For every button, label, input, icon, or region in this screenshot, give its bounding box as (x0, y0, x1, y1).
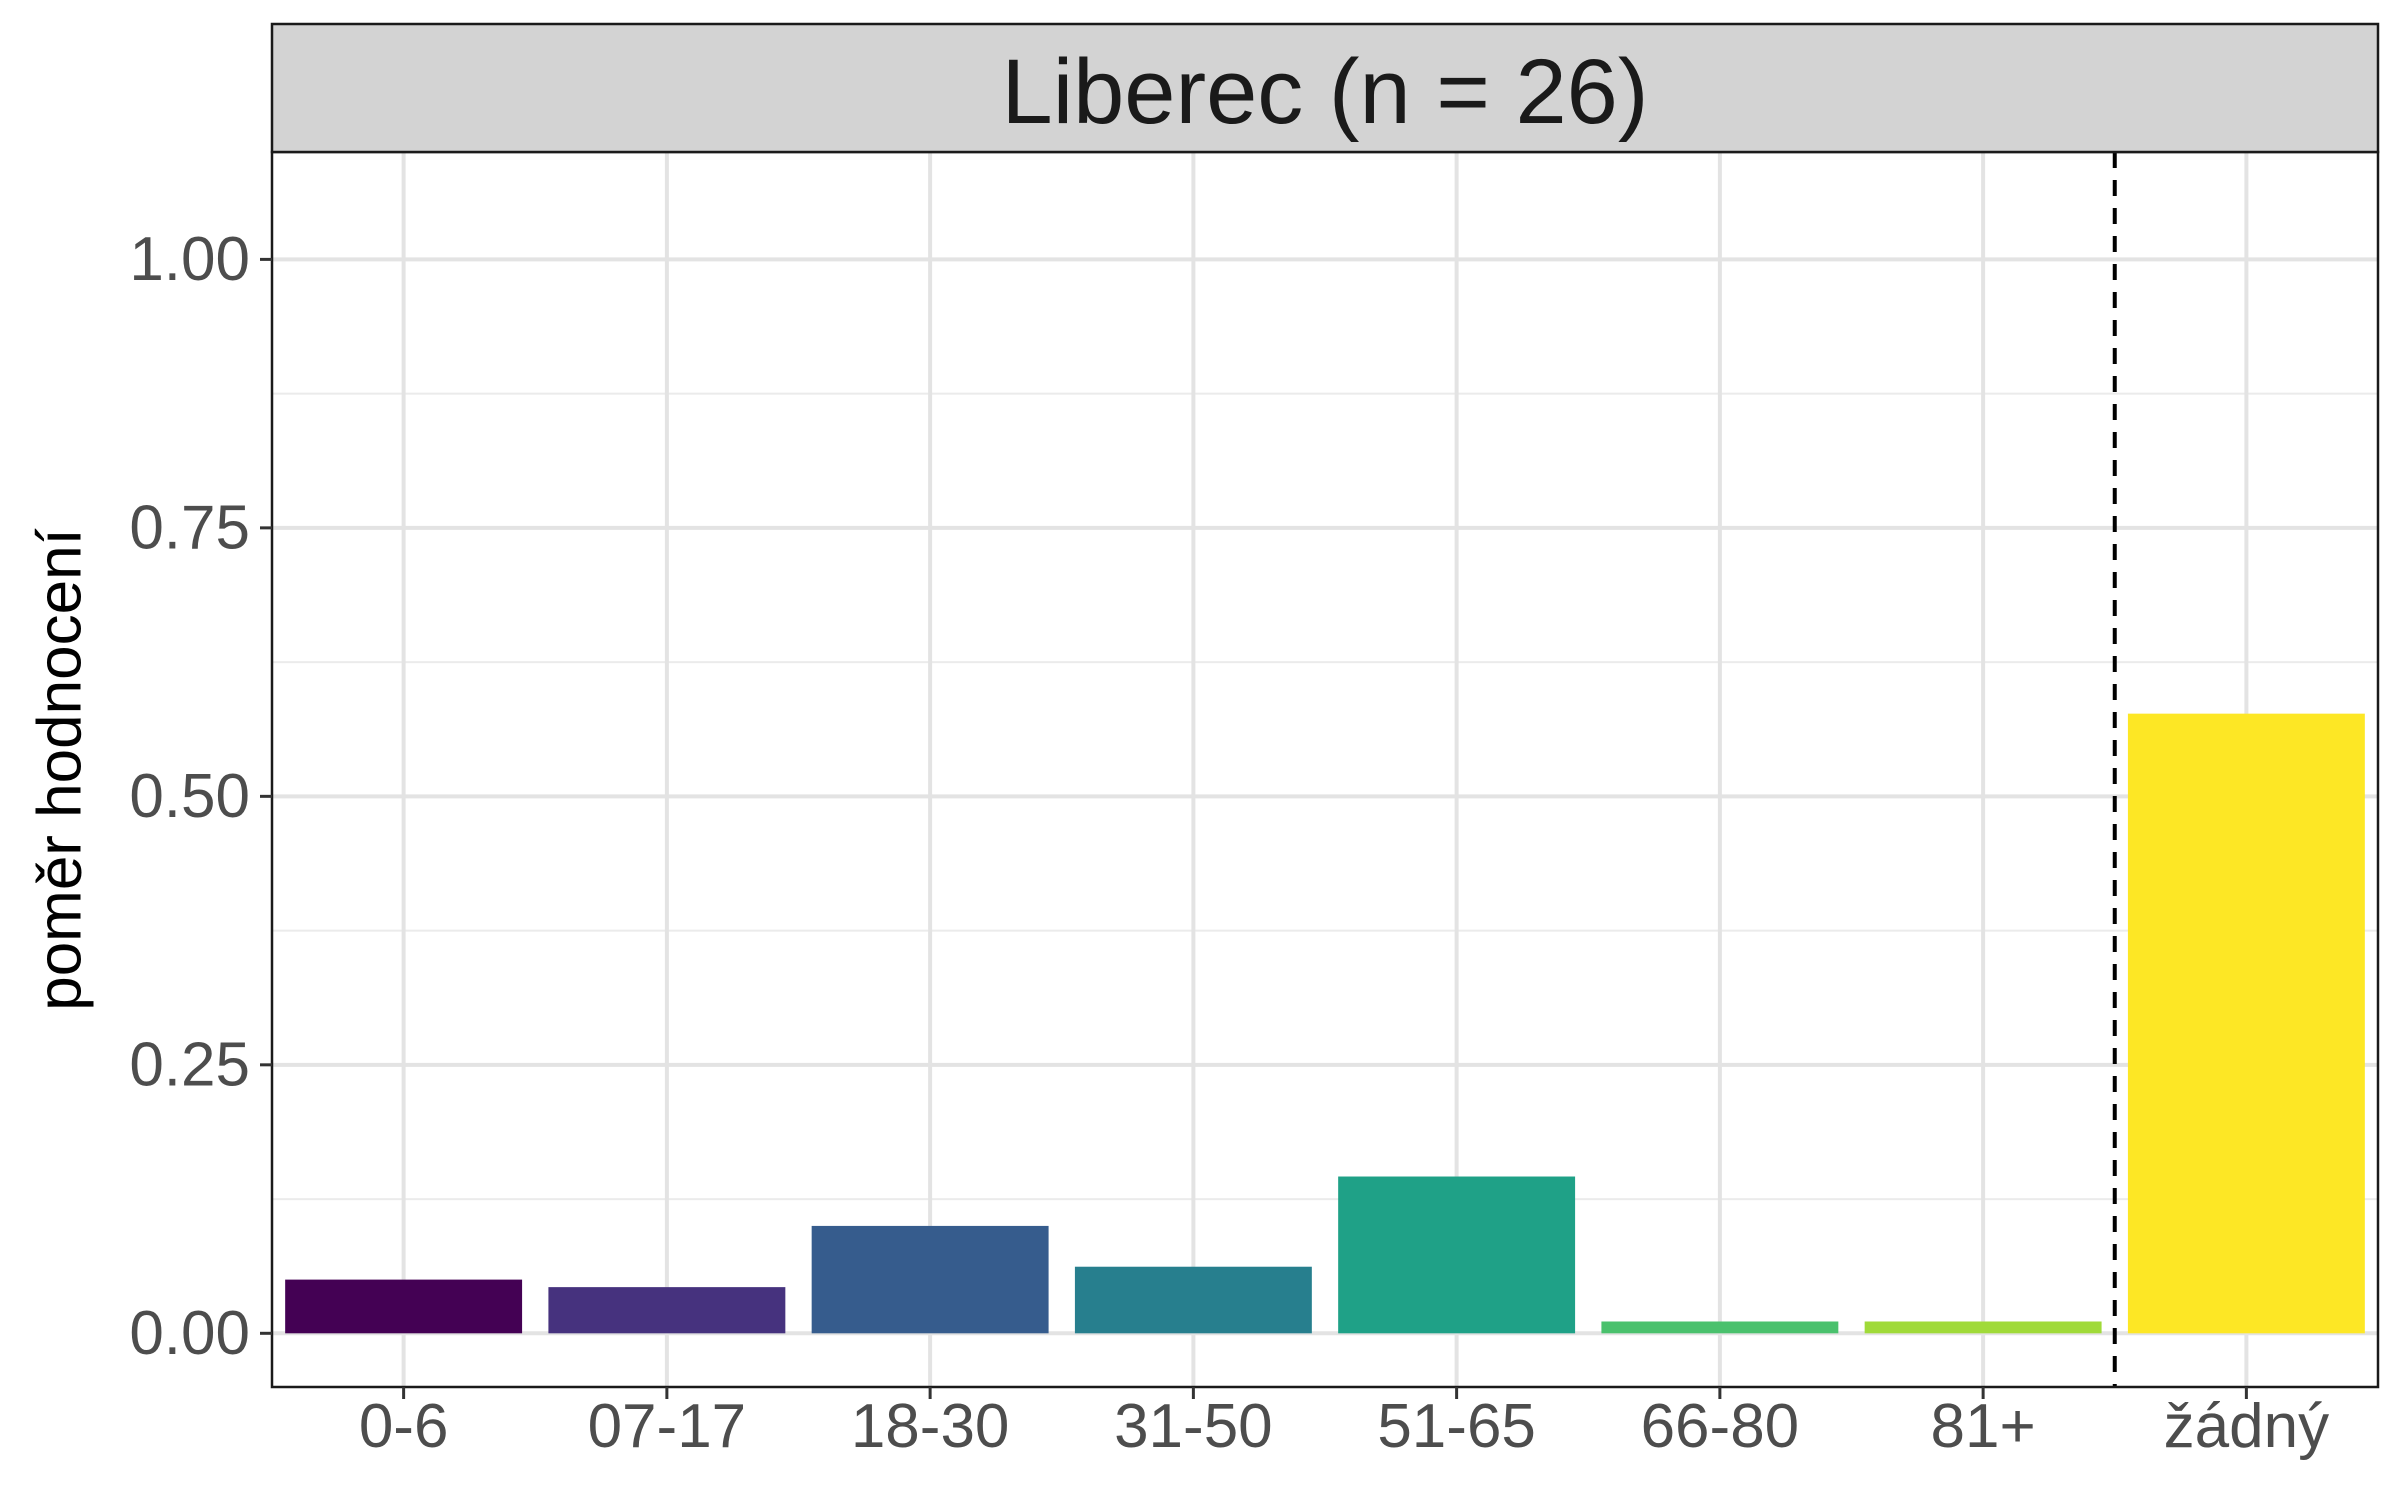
bars (285, 713, 2365, 1334)
y-tick-label: 0.50 (129, 762, 250, 831)
bar-0-6 (285, 1279, 523, 1334)
x-tick-label: 0-6 (359, 1392, 449, 1461)
x-tick-label: 51-65 (1377, 1392, 1536, 1461)
bar-51-65 (1338, 1176, 1576, 1334)
x-tick-label: 66-80 (1641, 1392, 1800, 1461)
y-tick-label: 0.25 (129, 1030, 250, 1099)
bar-81+ (1864, 1321, 2102, 1334)
panel-border (270, 150, 2380, 1389)
facet-strip (270, 22, 2380, 154)
bar-18-30 (811, 1225, 1049, 1334)
y-tick-label: 0.00 (129, 1299, 250, 1368)
x-tick-label: žádný (2164, 1392, 2329, 1461)
y-tick-label: 1.00 (129, 225, 250, 294)
x-tick-label: 07-17 (588, 1392, 747, 1461)
y-axis-title: poměr hodnocení (26, 528, 95, 1011)
x-tick-label: 31-50 (1114, 1392, 1273, 1461)
facet-title: Liberec (n = 26) (1002, 41, 1649, 143)
y-tick-label: 0.75 (129, 493, 250, 562)
x-tick-label: 18-30 (851, 1392, 1010, 1461)
gridlines (272, 152, 2378, 1387)
x-tick-label: 81+ (1931, 1392, 2036, 1461)
x-axis: 0-6 07-17 18-30 31-50 51-65 66-80 81+ žádný (359, 1387, 2329, 1461)
bar-31-50 (1074, 1266, 1312, 1334)
bar-07-17 (548, 1287, 786, 1334)
bar-žádný (2127, 713, 2365, 1334)
y-axis: 0.00 0.25 0.50 0.75 1.00 (129, 225, 272, 1368)
bar-66-80 (1601, 1321, 1839, 1334)
